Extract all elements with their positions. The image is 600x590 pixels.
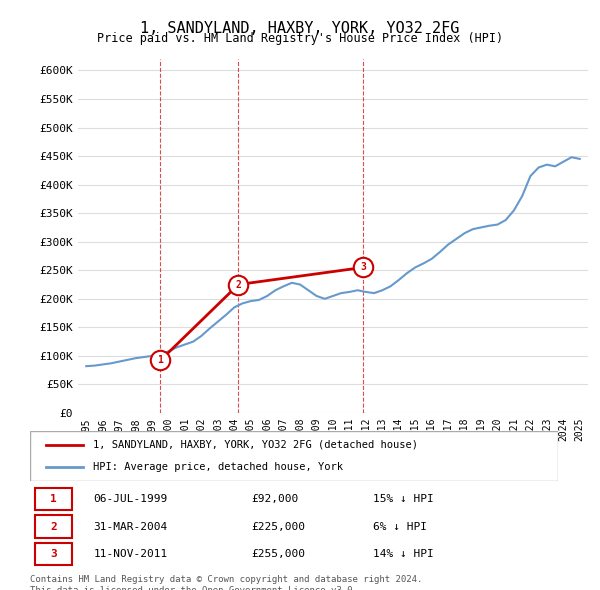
Text: 1, SANDYLAND, HAXBY, YORK, YO32 2FG: 1, SANDYLAND, HAXBY, YORK, YO32 2FG <box>140 21 460 35</box>
Text: 2: 2 <box>235 280 241 290</box>
Text: 15% ↓ HPI: 15% ↓ HPI <box>373 494 434 504</box>
Text: Price paid vs. HM Land Registry's House Price Index (HPI): Price paid vs. HM Land Registry's House … <box>97 32 503 45</box>
Text: £225,000: £225,000 <box>252 522 306 532</box>
Text: 1: 1 <box>50 494 57 504</box>
Text: HPI: Average price, detached house, York: HPI: Average price, detached house, York <box>94 462 343 472</box>
Text: 06-JUL-1999: 06-JUL-1999 <box>94 494 167 504</box>
Text: 11-NOV-2011: 11-NOV-2011 <box>94 549 167 559</box>
Text: £255,000: £255,000 <box>252 549 306 559</box>
Text: 6% ↓ HPI: 6% ↓ HPI <box>373 522 427 532</box>
Text: 3: 3 <box>50 549 57 559</box>
Text: 3: 3 <box>361 263 367 273</box>
Text: £92,000: £92,000 <box>252 494 299 504</box>
FancyBboxPatch shape <box>35 543 72 565</box>
Text: 1: 1 <box>157 355 163 365</box>
Text: 14% ↓ HPI: 14% ↓ HPI <box>373 549 434 559</box>
FancyBboxPatch shape <box>35 488 72 510</box>
Text: 2: 2 <box>50 522 57 532</box>
Text: Contains HM Land Registry data © Crown copyright and database right 2024.
This d: Contains HM Land Registry data © Crown c… <box>30 575 422 590</box>
Text: 31-MAR-2004: 31-MAR-2004 <box>94 522 167 532</box>
Text: 1, SANDYLAND, HAXBY, YORK, YO32 2FG (detached house): 1, SANDYLAND, HAXBY, YORK, YO32 2FG (det… <box>94 440 418 450</box>
FancyBboxPatch shape <box>30 431 558 481</box>
FancyBboxPatch shape <box>35 516 72 537</box>
